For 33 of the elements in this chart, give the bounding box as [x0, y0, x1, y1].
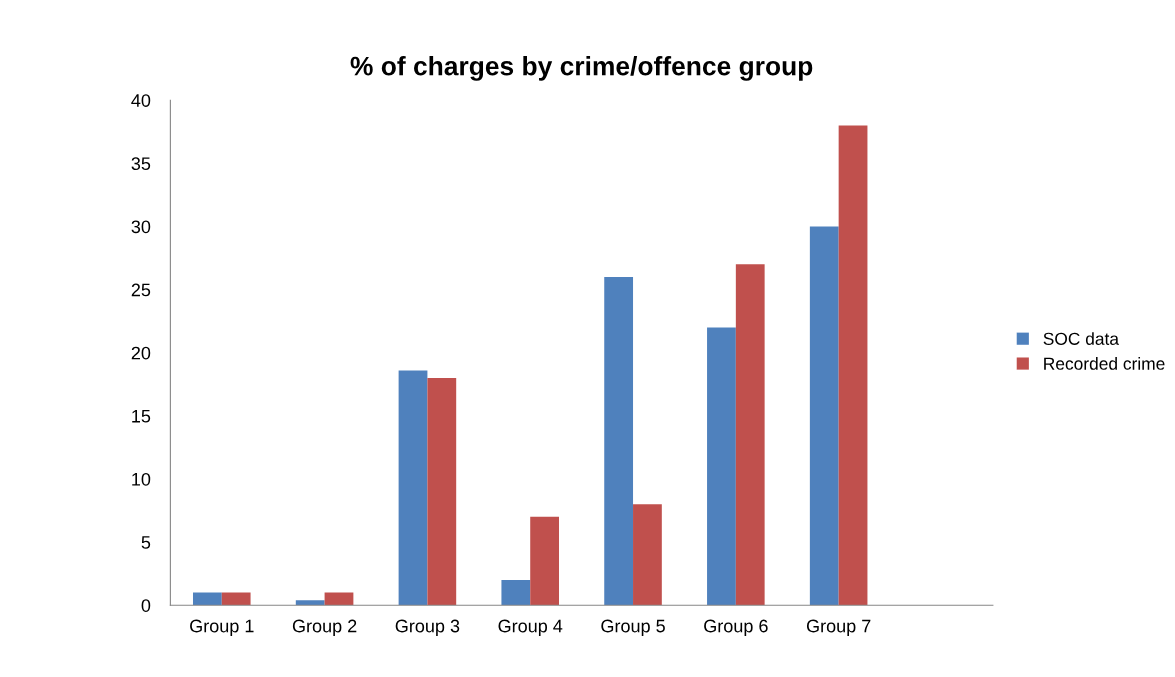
y-tick-label: 40	[131, 94, 151, 107]
x-tick-label: Group 2	[292, 619, 357, 636]
x-tick-label: Group 1	[190, 619, 254, 636]
bar	[427, 377, 457, 606]
bar	[398, 370, 428, 606]
x-tick-label: Group 5	[601, 619, 665, 636]
bar	[501, 579, 531, 606]
legend-label: SOC data	[1043, 332, 1119, 345]
chart-title: % of charges by crime/offence group	[350, 56, 813, 81]
bar	[324, 592, 354, 606]
y-tick-label: 25	[131, 283, 151, 297]
y-tick-label: 20	[131, 346, 151, 360]
legend-label: Recorded crime	[1044, 357, 1165, 370]
x-tick-label: Group 4	[498, 619, 563, 636]
bar	[295, 600, 325, 606]
y-tick-label: 0	[141, 599, 151, 612]
y-tick-label: 35	[131, 157, 151, 171]
bar	[809, 226, 839, 606]
x-tick-label: Group 3	[395, 619, 460, 636]
bar	[604, 276, 634, 606]
bar	[707, 327, 736, 606]
y-tick-label: 10	[132, 472, 151, 486]
bar	[838, 125, 868, 606]
x-tick-label: Group 7	[806, 619, 871, 636]
y-tick-label: 30	[131, 220, 151, 234]
bar	[530, 516, 560, 606]
bar	[633, 504, 662, 606]
bar	[192, 592, 222, 606]
x-tick-label: Group 6	[704, 619, 768, 636]
y-tick-label: 15	[132, 409, 151, 423]
bar	[221, 592, 251, 606]
bar	[735, 264, 765, 606]
y-tick-label: 5	[141, 536, 151, 549]
